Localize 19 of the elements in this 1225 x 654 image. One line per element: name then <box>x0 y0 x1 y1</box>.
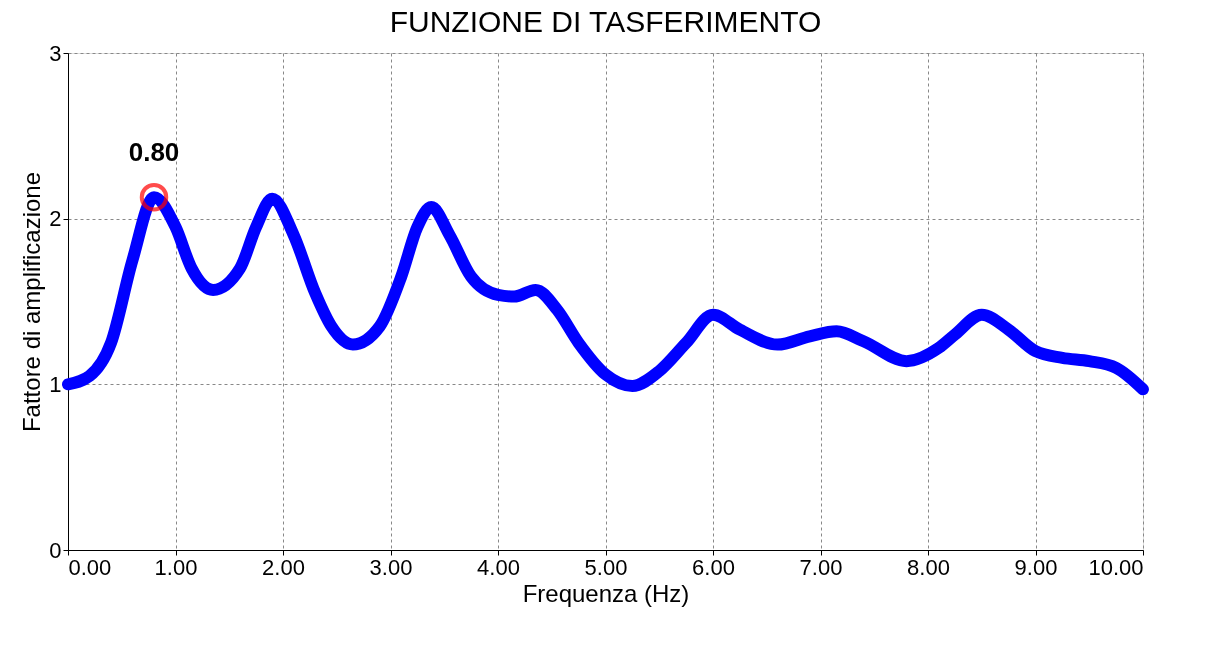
y-tick-label: 0 <box>49 537 62 563</box>
x-tick-label: 6.00 <box>692 554 735 580</box>
x-tick-label: 9.00 <box>1014 554 1058 580</box>
y-tick-label: 1 <box>49 371 62 397</box>
y-axis-title: Fattore di amplificazione <box>18 171 46 433</box>
x-axis-title: Frequenza (Hz) <box>522 579 690 607</box>
x-tick-label: 2.00 <box>262 554 305 580</box>
x-tick-label: 3.00 <box>369 554 413 580</box>
y-tick-label: 2 <box>49 206 62 232</box>
x-tick-label: 0.00 <box>68 554 112 580</box>
x-tick-label: 7.00 <box>799 554 843 580</box>
annotation: 0.80 <box>128 137 180 168</box>
chart-title: FUNZIONE DI TASFERIMENTO <box>389 5 822 38</box>
x-tick-label: 1.00 <box>154 554 198 580</box>
x-tick-label: 5.00 <box>584 554 628 580</box>
y-tick-label: 3 <box>49 40 62 66</box>
x-tick-label: 4.00 <box>477 554 520 580</box>
x-tick-label: 10.00 <box>1088 554 1144 580</box>
x-tick-label: 8.00 <box>907 554 950 580</box>
